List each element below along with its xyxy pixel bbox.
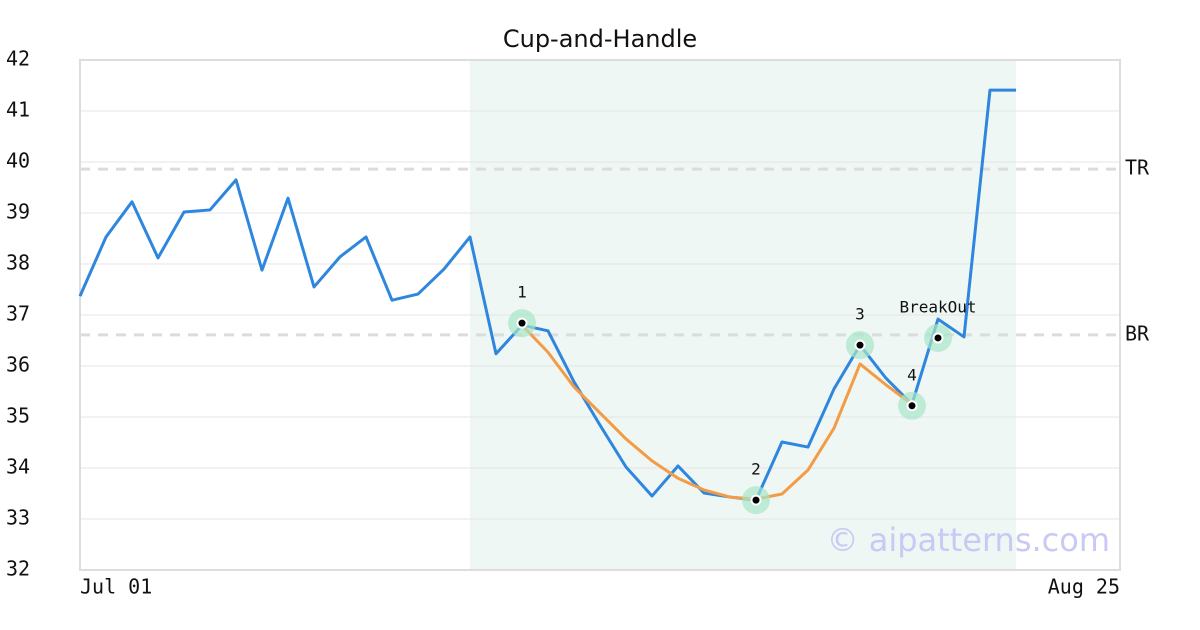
chart-title: Cup-and-Handle xyxy=(503,25,697,53)
y-tick-label: 37 xyxy=(6,302,30,326)
marker-point xyxy=(516,317,528,329)
marker-point xyxy=(906,400,918,412)
y-tick-label: 41 xyxy=(6,98,30,122)
marker-label: 4 xyxy=(907,365,917,384)
marker-label: 1 xyxy=(517,283,527,302)
y-tick-label: 42 xyxy=(6,47,30,71)
marker-point xyxy=(854,339,866,351)
y-tick-label: 39 xyxy=(6,200,30,224)
marker-point xyxy=(750,494,762,506)
y-tick-label: 40 xyxy=(6,149,30,173)
x-tick-label: Aug 25 xyxy=(1048,575,1120,599)
level-label: TR xyxy=(1125,156,1150,180)
y-tick-label: 38 xyxy=(6,251,30,275)
price-line xyxy=(520,324,913,501)
plot-frame xyxy=(79,59,1121,571)
x-tick-label: Jul 01 xyxy=(80,575,152,599)
y-tick-label: 32 xyxy=(6,557,30,581)
y-tick-label: 34 xyxy=(6,455,30,479)
level-label: BR xyxy=(1125,321,1150,345)
marker-point xyxy=(932,332,944,344)
marker-label: BreakOut xyxy=(899,297,976,316)
y-tick-label: 33 xyxy=(6,506,30,530)
y-tick-label: 36 xyxy=(6,353,30,377)
y-tick-label: 35 xyxy=(6,404,30,428)
marker-label: 2 xyxy=(751,460,761,479)
watermark: © aipatterns.com xyxy=(827,521,1110,559)
marker-label: 3 xyxy=(855,305,865,324)
